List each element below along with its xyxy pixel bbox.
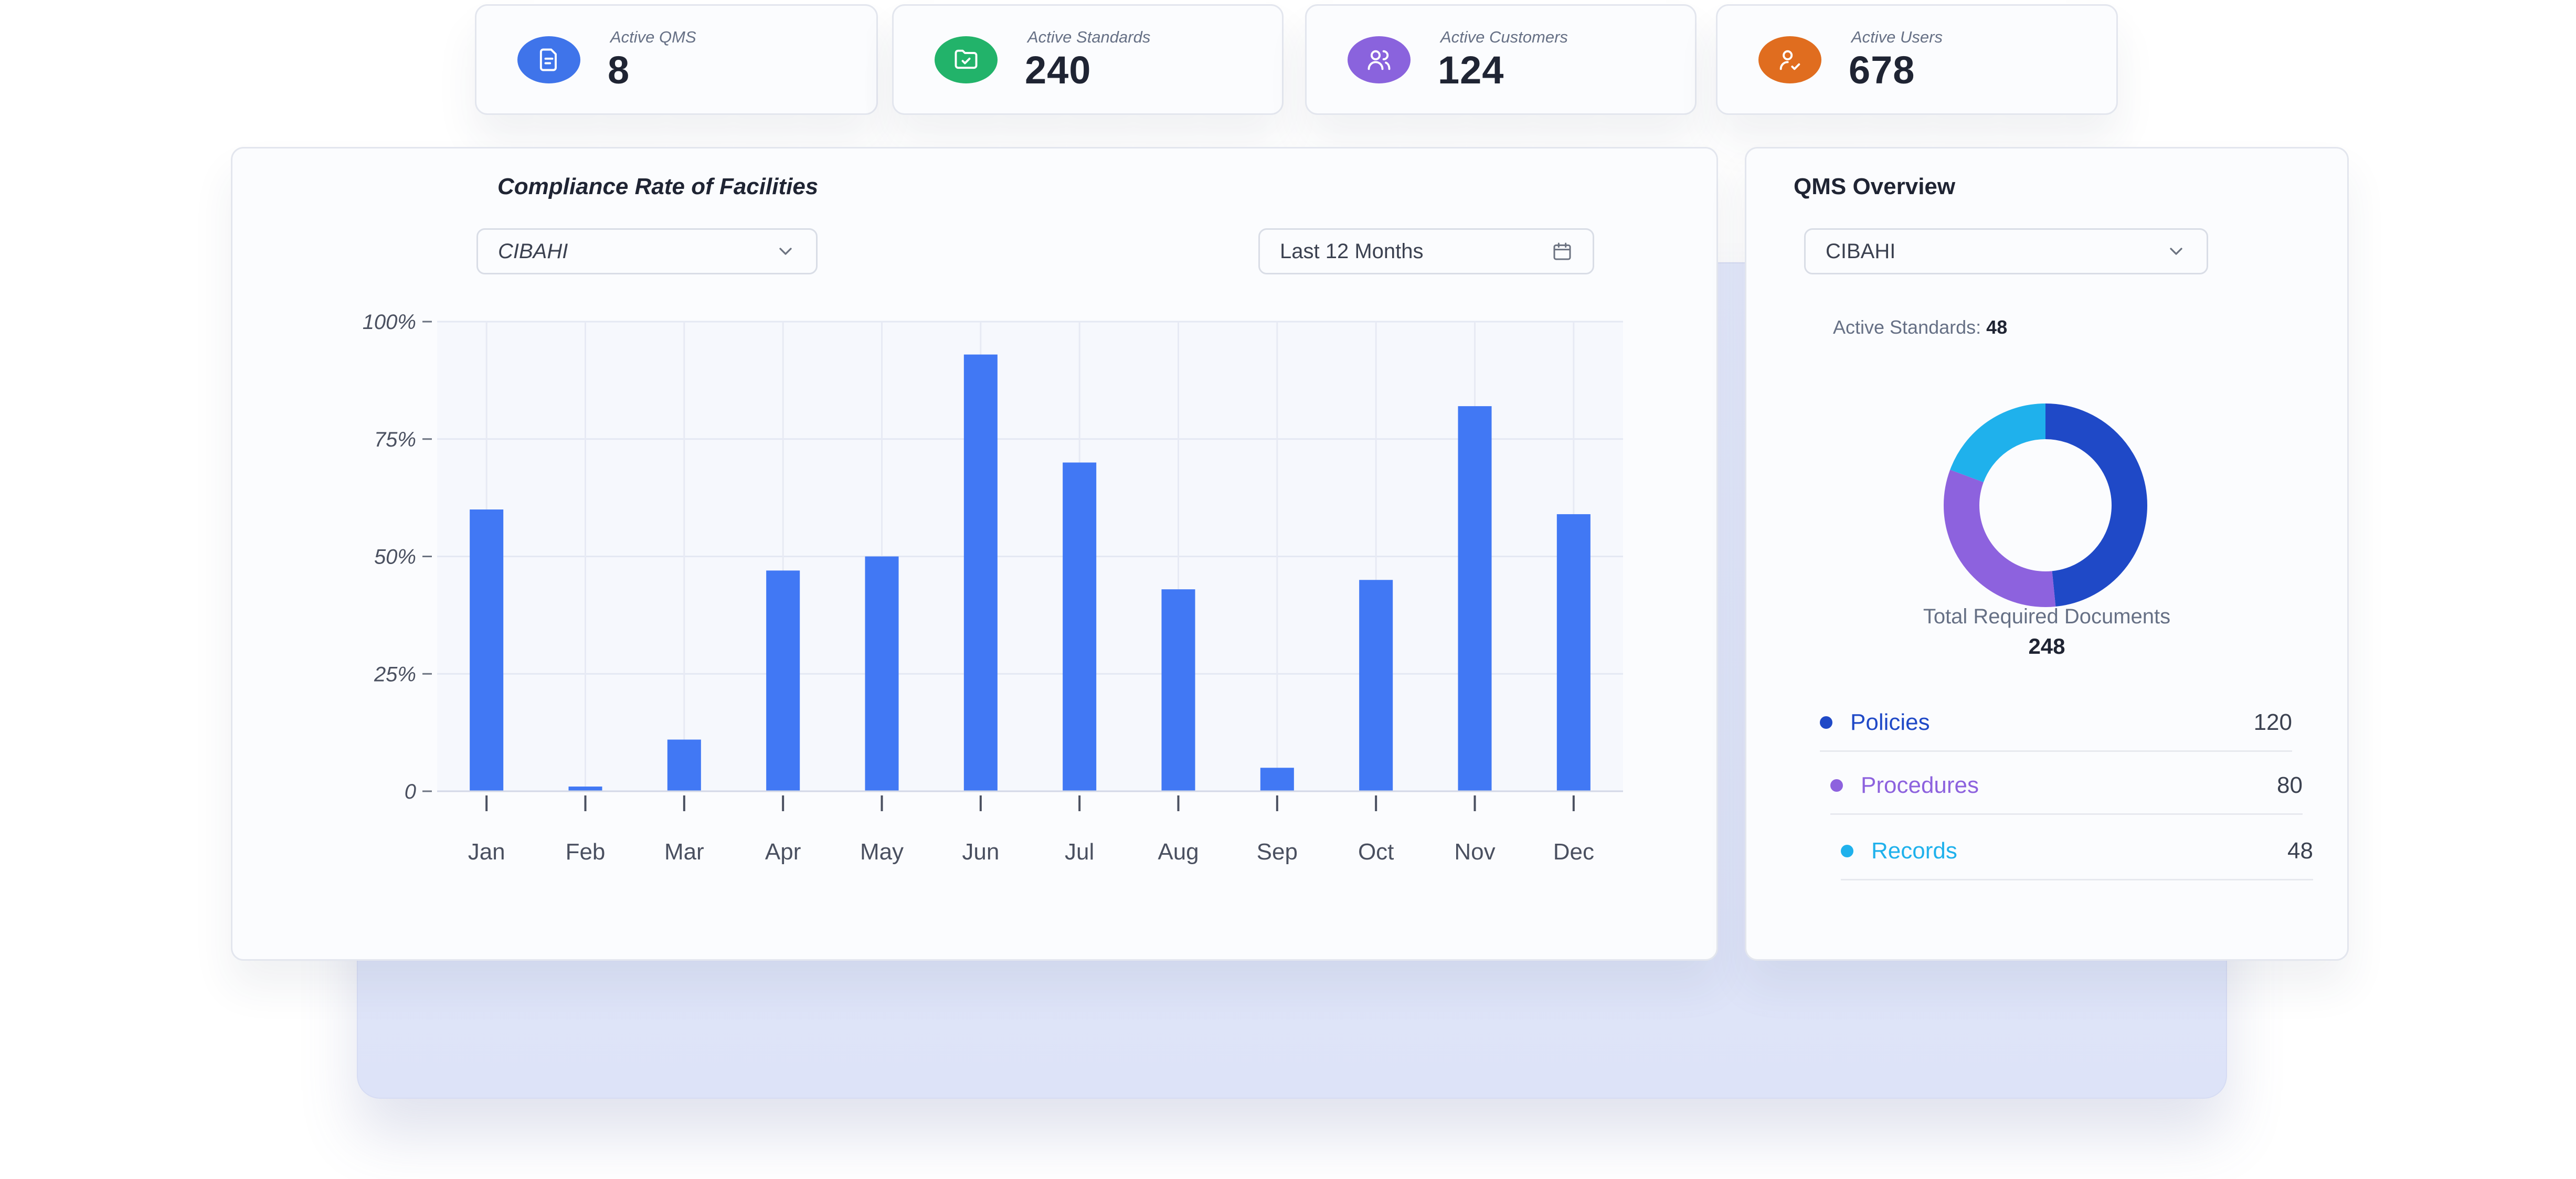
donut-slice-procedures	[1944, 403, 2147, 607]
y-tick-label: 0	[405, 780, 416, 803]
legend-label: Procedures	[1861, 772, 1979, 798]
facility-select-value: CIBAHI	[498, 239, 568, 263]
legend-dot	[1820, 716, 1832, 729]
bar-sep	[1260, 768, 1294, 791]
y-tick-label: 25%	[374, 663, 416, 686]
legend-value: 120	[2253, 709, 2292, 735]
users-icon	[1348, 36, 1411, 83]
bar-mar	[667, 739, 701, 791]
active-standards-line: Active Standards: 48	[1833, 316, 2007, 338]
legend-dot	[1830, 779, 1843, 792]
user-check-icon	[1758, 36, 1821, 83]
active-standards-label: Active Standards:	[1833, 316, 1981, 338]
x-tick-label: Dec	[1553, 839, 1594, 865]
compliance-title: Compliance Rate of Facilities	[497, 174, 819, 199]
legend-dot	[1841, 844, 1853, 857]
stat-label: Active QMS	[610, 28, 696, 46]
legend-value: 48	[2287, 837, 2313, 864]
period-select[interactable]: Last 12 Months	[1258, 228, 1594, 274]
donut-slice-records	[1944, 403, 2147, 607]
compliance-card: Compliance Rate of Facilities CIBAHI Las…	[231, 147, 1718, 961]
x-tick-label: Mar	[664, 839, 704, 865]
compliance-bar-chart: 0 25% 50% 75% 100% Jan Feb Mar Apr May Jun Jul Aug Se…	[363, 311, 1623, 865]
stat-card-active-standards[interactable]: Active Standards 240	[892, 4, 1284, 115]
stat-label: Active Users	[1851, 28, 1943, 46]
bar-nov	[1458, 406, 1492, 791]
legend-label: Policies	[1850, 709, 1930, 735]
legend-row-policies[interactable]: Policies 120	[1820, 694, 2292, 752]
bar-jul	[1063, 462, 1097, 791]
bar-aug	[1161, 589, 1195, 791]
x-tick-label: Jul	[1065, 839, 1094, 865]
x-tick-label: Jan	[468, 839, 505, 865]
facility-select[interactable]: CIBAHI	[476, 228, 818, 274]
qms-facility-select-value: CIBAHI	[1826, 239, 1896, 263]
bar-feb	[568, 787, 602, 791]
x-tick-label: Aug	[1158, 839, 1199, 865]
stat-card-active-users[interactable]: Active Users 678	[1716, 4, 2118, 115]
y-tick-label: 50%	[374, 546, 416, 569]
calendar-icon	[1553, 242, 1571, 260]
x-tick-label: Feb	[566, 839, 606, 865]
chevron-down-icon	[779, 248, 792, 255]
bar-apr	[766, 570, 800, 791]
stat-card-active-qms[interactable]: Active QMS 8	[475, 4, 878, 115]
bar-dec	[1556, 514, 1591, 791]
stat-value: 8	[608, 48, 630, 92]
y-tick-label: 75%	[374, 428, 416, 451]
qms-facility-select[interactable]: CIBAHI	[1804, 228, 2208, 274]
chevron-down-icon	[2170, 248, 2182, 255]
active-standards-value: 48	[1986, 316, 2008, 338]
legend-label: Records	[1871, 837, 1957, 864]
qms-title: QMS Overview	[1794, 174, 1956, 199]
legend-row-records[interactable]: Records 48	[1841, 823, 2313, 880]
folder-check-icon	[935, 36, 998, 83]
total-documents-label: Total Required Documents	[1923, 605, 2171, 628]
stat-label: Active Standards	[1027, 28, 1151, 46]
stat-card-active-customers[interactable]: Active Customers 124	[1305, 4, 1697, 115]
x-tick-label: Jun	[962, 839, 999, 865]
stat-label: Active Customers	[1440, 28, 1568, 46]
x-tick-label: May	[860, 839, 904, 865]
bar-oct	[1359, 580, 1393, 791]
legend-row-procedures[interactable]: Procedures 80	[1830, 757, 2303, 815]
y-tick-label: 100%	[363, 311, 416, 334]
total-documents-value: 248	[2028, 634, 2065, 658]
stat-value: 240	[1025, 48, 1091, 92]
document-icon	[517, 36, 580, 83]
x-tick-label: Apr	[765, 839, 801, 865]
qms-donut-chart	[1944, 403, 2147, 607]
legend-value: 80	[2277, 772, 2303, 798]
x-tick-label: Nov	[1454, 839, 1495, 865]
bar-may	[865, 556, 899, 791]
stat-value: 124	[1438, 48, 1504, 92]
bar-jan	[470, 509, 504, 791]
x-tick-label: Oct	[1358, 839, 1394, 865]
x-tick-label: Sep	[1257, 839, 1298, 865]
qms-overview-card: QMS Overview CIBAHI Active Standards: 48…	[1745, 147, 2349, 961]
period-select-value: Last 12 Months	[1280, 239, 1424, 263]
stat-value: 678	[1849, 48, 1915, 92]
bar-jun	[963, 354, 998, 791]
